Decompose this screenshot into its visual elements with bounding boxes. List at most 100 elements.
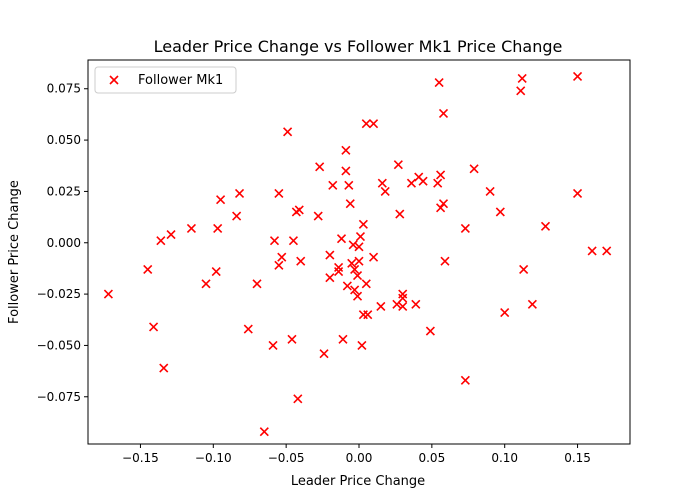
- data-point: [352, 291, 363, 301]
- x-tick-label: −0.05: [268, 451, 305, 465]
- data-point: [259, 427, 269, 437]
- data-point: [252, 279, 262, 289]
- legend-box: [94, 66, 237, 94]
- data-point: [341, 166, 351, 176]
- data-point: [495, 207, 505, 217]
- data-point: [572, 71, 583, 81]
- data-point: [350, 264, 360, 275]
- x-tick-label: −0.15: [122, 451, 159, 465]
- data-point: [283, 127, 293, 137]
- data-point: [358, 219, 368, 229]
- data-point: [393, 160, 403, 170]
- y-tick-label: 0.050: [47, 133, 81, 147]
- data-point: [460, 375, 470, 385]
- y-axis-ticks: −0.075 −0.050 −0.025 0.000 0.025 0.050 0.075: [37, 82, 88, 404]
- data-point: [143, 264, 153, 275]
- data-point: [469, 164, 479, 174]
- data-point: [148, 322, 159, 332]
- x-tick-label: 0.10: [491, 451, 518, 465]
- data-points: [103, 71, 612, 437]
- data-point: [392, 299, 402, 309]
- x-tick-label: −0.10: [195, 451, 232, 465]
- data-point: [277, 252, 287, 262]
- data-point: [434, 78, 444, 88]
- chart-title: Leader Price Change vs Follower Mk1 Pric…: [154, 37, 563, 56]
- data-point: [460, 223, 470, 233]
- legend-marker-glyph: [109, 75, 119, 85]
- x-tick-label: 0.05: [418, 451, 445, 465]
- legend-label: Follower Mk1: [138, 73, 223, 88]
- data-point: [436, 170, 446, 180]
- data-point: [377, 178, 387, 188]
- data-point: [334, 262, 344, 272]
- y-tick-label: −0.025: [37, 287, 81, 301]
- data-point: [232, 211, 242, 221]
- data-point: [376, 301, 386, 311]
- data-point: [425, 326, 435, 336]
- data-point: [336, 234, 347, 244]
- data-point: [344, 180, 354, 190]
- y-axis-label: Follower Price Change: [7, 180, 22, 324]
- data-point: [436, 203, 446, 213]
- data-point: [274, 260, 284, 270]
- data-point: [319, 349, 329, 359]
- data-point: [166, 229, 176, 240]
- data-point: [587, 246, 597, 256]
- data-point: [438, 199, 449, 209]
- data-point: [355, 232, 366, 242]
- data-point: [500, 308, 510, 318]
- data-point: [201, 279, 211, 289]
- data-point: [296, 256, 306, 266]
- y-tick-label: −0.075: [37, 390, 81, 404]
- data-point: [398, 301, 408, 311]
- data-point: [268, 340, 278, 350]
- data-point: [411, 299, 421, 309]
- data-point: [398, 289, 408, 299]
- data-point: [357, 340, 367, 350]
- data-point: [211, 266, 221, 277]
- data-point: [103, 289, 113, 299]
- data-point: [348, 240, 358, 250]
- legend-marker-x: [109, 75, 119, 85]
- data-point: [334, 266, 344, 277]
- data-point: [440, 256, 450, 266]
- data-point: [540, 221, 551, 231]
- y-tick-label: 0.025: [47, 184, 81, 198]
- y-tick-label: 0.000: [47, 236, 81, 250]
- legend: Follower Mk1: [94, 66, 237, 94]
- data-point: [395, 209, 405, 219]
- data-point: [572, 188, 583, 199]
- data-point: [438, 108, 449, 118]
- data-point: [361, 279, 371, 289]
- data-point: [156, 236, 166, 246]
- data-point: [418, 176, 428, 186]
- data-point: [517, 73, 527, 84]
- data-point: [287, 334, 297, 344]
- x-axis-label: Leader Price Change: [291, 474, 425, 489]
- data-point: [313, 211, 323, 221]
- data-point: [328, 180, 338, 190]
- data-point: [338, 334, 348, 344]
- y-tick-label: −0.050: [37, 338, 81, 352]
- data-point: [243, 324, 253, 334]
- data-point: [325, 273, 335, 283]
- data-point: [293, 394, 303, 404]
- data-point: [527, 299, 537, 309]
- x-tick-label: 0.15: [564, 451, 591, 465]
- data-point: [325, 250, 335, 260]
- data-point: [406, 178, 417, 188]
- data-point: [361, 119, 371, 129]
- x-tick-label: 0.00: [346, 451, 373, 465]
- data-point: [516, 86, 526, 96]
- y-tick-label: 0.075: [47, 82, 81, 96]
- x-axis-ticks: −0.15 −0.10 −0.05 0.00 0.05 0.10 0.15: [122, 444, 591, 465]
- data-point: [159, 363, 169, 373]
- data-point: [602, 246, 612, 256]
- data-point: [380, 186, 390, 196]
- data-point: [269, 236, 280, 246]
- data-point: [315, 162, 325, 172]
- data-point: [354, 256, 364, 266]
- data-point: [288, 236, 299, 246]
- data-point: [352, 271, 363, 281]
